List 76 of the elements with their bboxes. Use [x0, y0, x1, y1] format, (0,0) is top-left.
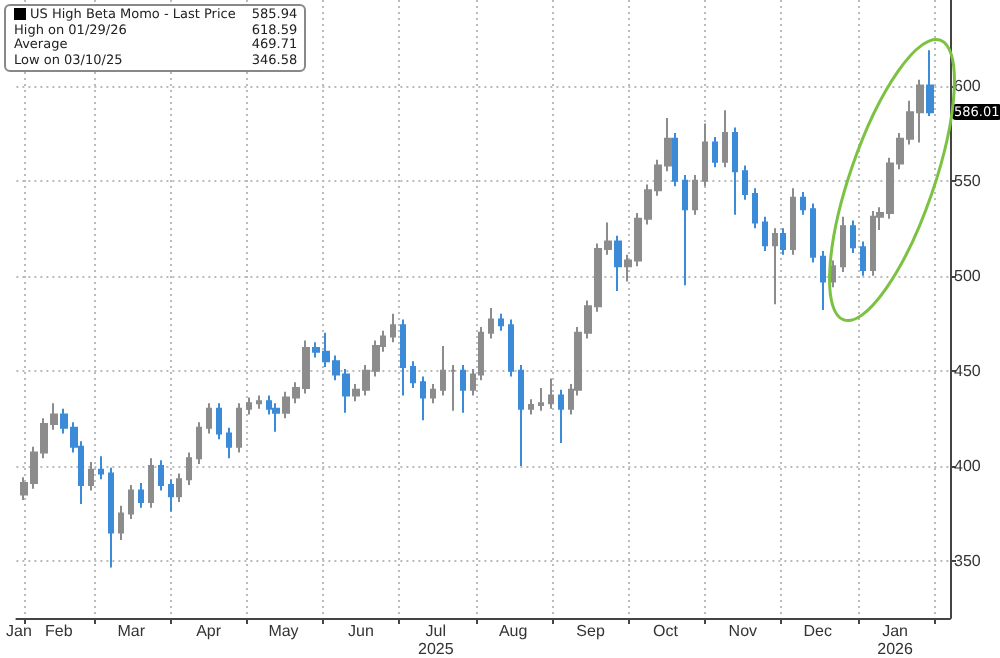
candlestick [926, 49, 934, 117]
candlestick [518, 364, 524, 467]
candlestick [108, 466, 114, 569]
candlestick [98, 455, 104, 481]
candlestick [840, 215, 846, 273]
candlestick [810, 202, 816, 264]
candlestick [488, 307, 494, 340]
candlestick [158, 459, 164, 492]
y-tick-label: 400 [954, 456, 982, 475]
candlestick [732, 126, 738, 216]
candlestick [460, 364, 466, 414]
candlestick [236, 402, 242, 454]
candlestick [450, 364, 456, 412]
candlestick [722, 109, 728, 169]
candlestick [742, 164, 748, 201]
candlestick [772, 227, 778, 306]
candlestick [390, 312, 396, 344]
candlestick [430, 383, 436, 405]
x-tick-label: Aug [498, 622, 528, 640]
candlestick [148, 457, 154, 509]
candlestick [870, 210, 876, 277]
x-tick-label: Jul 2025 [417, 622, 455, 658]
candlestick [246, 396, 252, 416]
candlestick [168, 478, 174, 513]
y-tick-label: 450 [954, 361, 982, 380]
candlestick [196, 421, 202, 465]
x-tick-label: Dec [803, 622, 832, 640]
x-tick-label: Mar [117, 622, 146, 640]
candlestick [682, 173, 688, 287]
candlestick [420, 375, 426, 422]
candlestick [498, 312, 504, 332]
candlestick [128, 483, 134, 521]
x-tick-label: Jan 2026 [877, 622, 914, 658]
candlestick [712, 135, 718, 169]
candlestick [176, 472, 182, 504]
candlestick [186, 451, 192, 486]
candlestick [790, 187, 796, 256]
candlestick [410, 360, 416, 389]
candlestick [216, 402, 222, 441]
candlestick [692, 173, 698, 216]
candlestick [702, 122, 708, 188]
candlestick [614, 234, 622, 292]
candlestick [440, 345, 446, 397]
candlestick [538, 386, 544, 412]
candlestick [508, 318, 514, 378]
y-tick-label: 350 [954, 551, 982, 570]
candlestick [256, 394, 262, 410]
candlestick [138, 481, 144, 509]
x-tick-label: Jun [347, 622, 374, 640]
candlestick [780, 227, 786, 256]
candlestick [830, 259, 836, 289]
x-tick-label: Apr [196, 622, 222, 640]
x-tick-label: Oct [652, 622, 680, 640]
candlestick [272, 402, 280, 433]
candlestick [762, 215, 768, 252]
y-tick-label: 500 [954, 266, 982, 285]
candlestick [820, 250, 826, 311]
candlestick [548, 377, 554, 410]
candlestick [672, 132, 678, 188]
candlestick [850, 219, 856, 254]
candlestick [752, 187, 758, 230]
x-tick-label: Sep [576, 622, 606, 640]
candlestick [88, 461, 94, 492]
candlestick [860, 240, 866, 277]
candlestick [118, 504, 124, 542]
x-tick-label: Nov [728, 622, 758, 640]
x-tick-label: Feb [45, 622, 74, 640]
y-tick-label: 550 [954, 171, 982, 190]
x-tick-label: May [268, 622, 299, 640]
candlestick [528, 398, 534, 416]
candlestick [400, 318, 406, 397]
candlestick [206, 402, 212, 435]
candlestick [226, 426, 232, 460]
x-tick-label: Jan [5, 622, 32, 640]
candlestick [800, 191, 806, 216]
candlestick [558, 388, 564, 445]
